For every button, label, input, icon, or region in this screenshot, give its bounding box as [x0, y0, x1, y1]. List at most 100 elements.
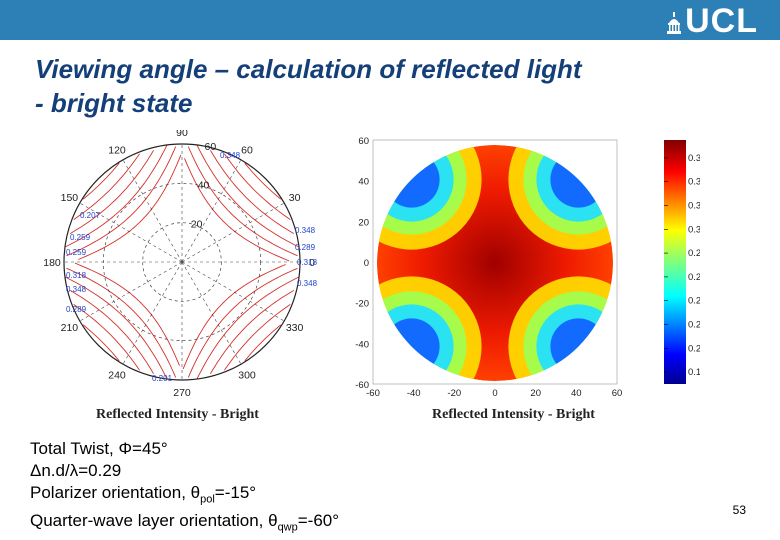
angle-label: 60	[241, 144, 253, 156]
contour-line	[187, 267, 298, 378]
contour-label: 0.289	[295, 243, 316, 252]
colormap-disc	[377, 145, 613, 381]
contour-label: 0.259	[66, 248, 87, 257]
contour-line	[82, 162, 120, 200]
contour-line	[196, 276, 300, 380]
header-bar	[0, 0, 780, 40]
colorbar-tick-label: 0.24	[688, 296, 700, 307]
contour-line	[66, 146, 177, 257]
note-polarizer-sub: pol	[200, 493, 215, 506]
contour-line	[210, 149, 295, 234]
intensity-lobe	[550, 151, 607, 208]
grid-circle	[142, 222, 222, 302]
dome-icon	[667, 12, 682, 34]
y-tick-label: -20	[355, 299, 369, 310]
contour-line	[184, 158, 290, 262]
left-plot-caption: Reflected Intensity - Bright	[96, 407, 259, 422]
contour-line	[74, 262, 180, 366]
logo-text: UCL	[685, 2, 758, 40]
map-ticks: 60 40 20 0 -20 -40 -60-60 -40 -20 0 20 40 60	[355, 136, 622, 399]
radial-label: 40	[198, 180, 210, 192]
contour-label: 0.348	[295, 226, 316, 235]
contour-line	[187, 146, 298, 257]
polar-contour-plot: 90603003303002702402101801501202040600.3…	[43, 130, 317, 399]
y-tick-label: -60	[355, 380, 369, 391]
x-tick-label: 40	[571, 388, 582, 399]
x-tick-label: -60	[366, 388, 380, 399]
y-tick-label: 40	[358, 177, 369, 188]
grid-spoke	[79, 261, 183, 322]
contour-line	[66, 267, 177, 378]
contour-line	[244, 324, 282, 362]
y-tick-label: -40	[355, 339, 369, 350]
note-polarizer-text: Polarizer orientation, θ	[30, 483, 201, 502]
intensity-lobe	[383, 151, 440, 208]
x-tick-label: 60	[612, 388, 623, 399]
colorbar-ticks: 0.36 0.34 0.32 0.3 0.28 0.26 0.24 0.22 0.2 0.18	[664, 153, 700, 378]
angle-label: 30	[289, 192, 301, 204]
colorbar-tick-label: 0.34	[688, 177, 700, 188]
contour-line	[78, 154, 182, 260]
note-polarizer-value: =-15°	[214, 483, 257, 502]
polar-plot-group: 90603003303002702402101801501202040600.3…	[43, 130, 317, 399]
note-qwp-text: Quarter-wave layer orientation, θ	[30, 511, 278, 531]
contour-line	[182, 264, 286, 370]
contour-label: 0.348	[220, 151, 241, 160]
note-retardation: Δn.d/λ=0.29	[30, 461, 122, 480]
intensity-lobe	[383, 318, 440, 375]
outer-circle	[63, 143, 301, 381]
note-total-twist: Total Twist, Φ=45°	[30, 439, 168, 458]
y-tick-label: 20	[358, 217, 369, 228]
colorbar-tick-label: 0.28	[688, 248, 700, 259]
angle-label: 240	[108, 370, 126, 382]
contour-label: 0.318	[297, 258, 318, 267]
contour-line	[224, 304, 291, 371]
colorbar-tick-label: 0.36	[688, 153, 700, 164]
contour-line	[244, 162, 282, 200]
grid-spoke	[79, 202, 183, 263]
contour-line	[210, 290, 295, 375]
colorbar-tick-label: 0.26	[688, 272, 700, 283]
map-axes-box	[372, 139, 618, 385]
y-tick-label: 0	[364, 258, 369, 269]
contour-line	[224, 153, 291, 220]
note-polarizer: Polarizer orientation, θpol=-15°	[30, 482, 339, 510]
page-number: 53	[732, 503, 746, 517]
title-line-2: - bright state	[35, 88, 193, 118]
note-qwp-value: =-60°	[297, 511, 340, 531]
contour-line	[196, 144, 300, 248]
note-qwp: Quarter-wave layer orientation, θqwp=-60…	[30, 510, 339, 538]
angle-label: 330	[286, 322, 304, 334]
radial-label: 20	[191, 218, 203, 230]
angle-label: 0	[309, 257, 315, 269]
grid-spoke	[181, 261, 285, 322]
angle-label: 180	[43, 257, 61, 269]
right-plot-caption: Reflected Intensity - Bright	[432, 407, 595, 422]
grid-spoke	[122, 159, 183, 263]
contour-label: 0.348	[66, 285, 87, 294]
colorbar-tick-label: 0.32	[688, 201, 700, 212]
contour-line	[73, 153, 140, 220]
colorbar-tick-label: 0.2	[688, 343, 700, 354]
contour-label: 0.201	[152, 374, 173, 383]
contour-line	[69, 149, 154, 234]
contour-label: 0.348	[297, 279, 318, 288]
note-qwp-sub: qwp	[277, 521, 298, 534]
parameter-notes: Total Twist, Φ=45° Δn.d/λ=0.29 Polarizer…	[30, 438, 339, 539]
contour-label: 0.289	[66, 305, 87, 314]
contour-line	[73, 304, 140, 371]
title-line-1: Viewing angle – calculation of reflected…	[35, 54, 582, 84]
grid-spoke	[122, 261, 183, 365]
x-tick-label: 0	[492, 388, 497, 399]
angle-label: 300	[238, 370, 256, 382]
x-tick-label: -40	[407, 388, 421, 399]
colorbar-tick-label: 0.3	[688, 224, 700, 235]
contour-label: 0.259	[70, 233, 91, 242]
x-tick-label: -20	[447, 388, 461, 399]
contour-label: 0.207	[80, 211, 101, 220]
ucl-logo: UCL	[667, 2, 758, 40]
intensity-lobe	[550, 318, 607, 375]
angle-label: 270	[173, 387, 191, 399]
colorbar-tick-label: 0.22	[688, 320, 700, 331]
angle-label: 120	[108, 144, 126, 156]
